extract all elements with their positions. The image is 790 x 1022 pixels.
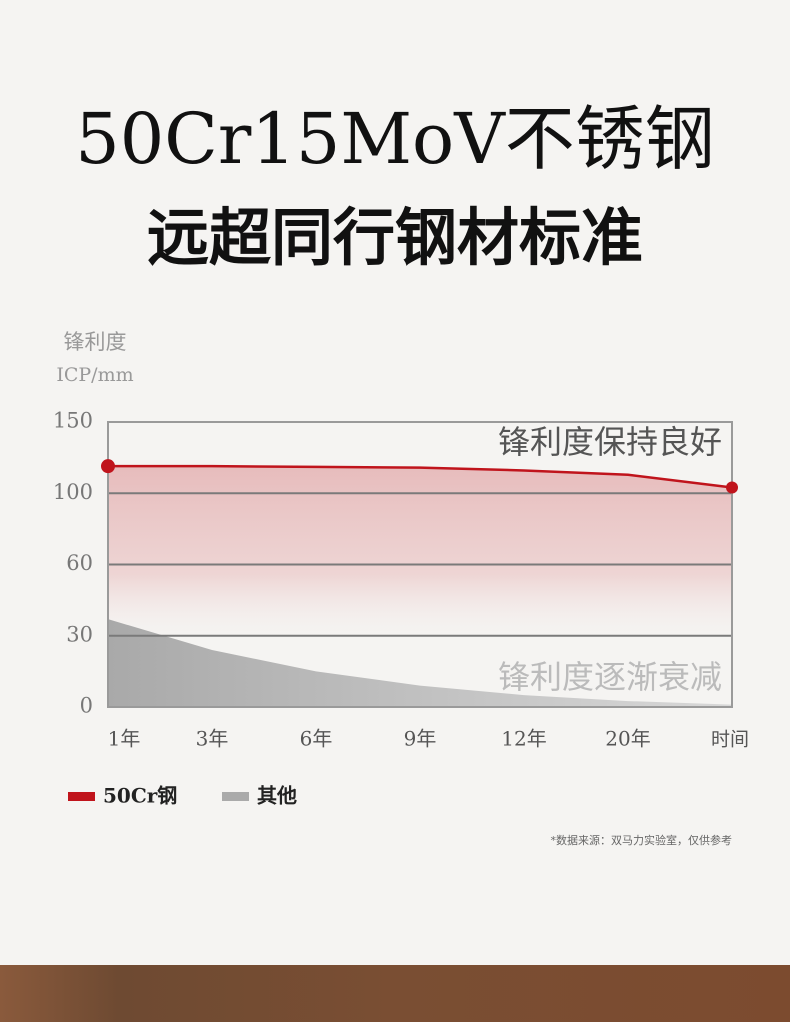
y-tick-label: 0 bbox=[80, 694, 93, 718]
y-tick-label: 60 bbox=[66, 551, 93, 575]
legend-swatch bbox=[222, 792, 249, 801]
legend-swatch bbox=[68, 792, 95, 801]
subtitle: 远超同行钢材标准 bbox=[147, 201, 643, 274]
point bbox=[726, 481, 738, 494]
x-tick-label: 12年 bbox=[501, 727, 546, 751]
x-tick-label: 9年 bbox=[404, 727, 437, 751]
x-tick-label: 1年 bbox=[108, 727, 141, 751]
y-tick-label: 30 bbox=[66, 622, 93, 646]
y-tick-label: 100 bbox=[53, 480, 93, 504]
annotation: 锋利度保持良好 bbox=[498, 423, 722, 461]
y-axis-unit: ICP/mm bbox=[56, 364, 133, 386]
y-tick-label: 150 bbox=[53, 409, 93, 433]
series-area bbox=[108, 466, 732, 707]
plot: 0 30 60 100 150 1年 3年 6年 9年 12年 20年 50Cr钢 其他 bbox=[53, 409, 738, 808]
series-area bbox=[108, 619, 732, 707]
x-tick-label: 6年 bbox=[300, 727, 333, 751]
footnote: *数据来源：双马力实验室，仅供参考 bbox=[551, 833, 733, 847]
x-tick-label: 20年 bbox=[605, 727, 650, 751]
decor-band bbox=[0, 965, 790, 1022]
x-tick-label: 3年 bbox=[196, 727, 229, 751]
plot-frame bbox=[107, 421, 733, 708]
title: 50Cr15MoV不锈钢 bbox=[75, 98, 715, 180]
point bbox=[101, 459, 115, 474]
legend-label: 50Cr钢 bbox=[103, 784, 177, 808]
series-line bbox=[108, 464, 733, 489]
annotation: 锋利度逐渐衰减 bbox=[498, 658, 722, 696]
legend-label: 其他 bbox=[257, 784, 297, 808]
x-axis-label: 时间 bbox=[711, 729, 749, 751]
y-axis-label: 锋利度 bbox=[64, 330, 127, 354]
